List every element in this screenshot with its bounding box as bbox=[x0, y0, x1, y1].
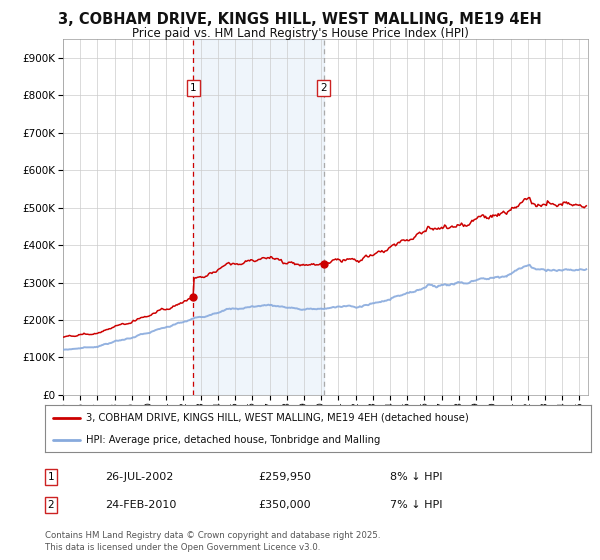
Text: Price paid vs. HM Land Registry's House Price Index (HPI): Price paid vs. HM Land Registry's House … bbox=[131, 27, 469, 40]
Text: 8% ↓ HPI: 8% ↓ HPI bbox=[390, 472, 443, 482]
Bar bbox=[193, 39, 323, 395]
Text: £259,950: £259,950 bbox=[258, 472, 311, 482]
Text: 24-FEB-2010: 24-FEB-2010 bbox=[105, 500, 176, 510]
Text: Contains HM Land Registry data © Crown copyright and database right 2025.
This d: Contains HM Land Registry data © Crown c… bbox=[45, 531, 380, 552]
Text: 7% ↓ HPI: 7% ↓ HPI bbox=[390, 500, 443, 510]
Text: 2: 2 bbox=[47, 500, 55, 510]
Text: £350,000: £350,000 bbox=[258, 500, 311, 510]
Text: HPI: Average price, detached house, Tonbridge and Malling: HPI: Average price, detached house, Tonb… bbox=[86, 435, 380, 445]
Text: 1: 1 bbox=[47, 472, 55, 482]
Text: 26-JUL-2002: 26-JUL-2002 bbox=[105, 472, 173, 482]
Text: 1: 1 bbox=[190, 83, 197, 93]
Text: 3, COBHAM DRIVE, KINGS HILL, WEST MALLING, ME19 4EH (detached house): 3, COBHAM DRIVE, KINGS HILL, WEST MALLIN… bbox=[86, 413, 469, 423]
Text: 3, COBHAM DRIVE, KINGS HILL, WEST MALLING, ME19 4EH: 3, COBHAM DRIVE, KINGS HILL, WEST MALLIN… bbox=[58, 12, 542, 27]
Text: 2: 2 bbox=[320, 83, 327, 93]
